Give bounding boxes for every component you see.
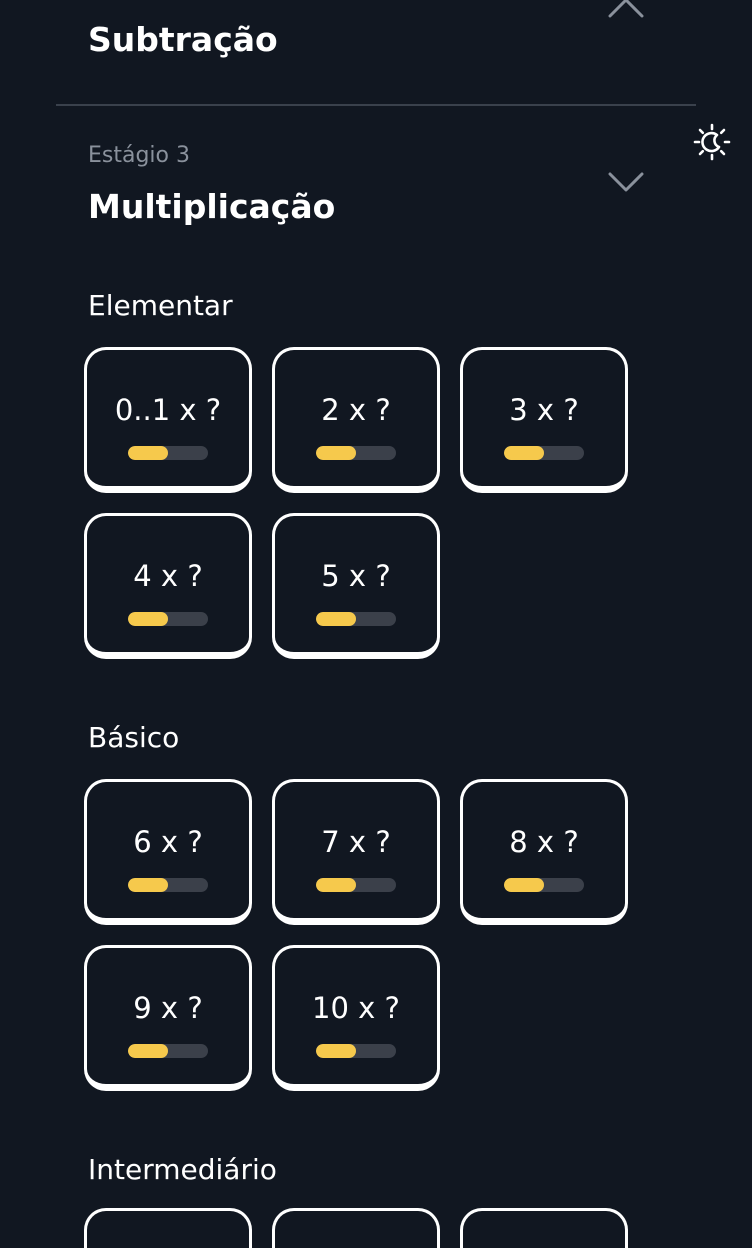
progress-fill	[504, 446, 544, 460]
card-grid-elementar: 0..1 x ? 2 x ? 3 x ? 4 x ? 5 x ?	[84, 347, 644, 659]
exercise-card[interactable]: 2 x ?	[272, 347, 440, 493]
card-label: 4 x ?	[133, 559, 203, 593]
card-label: 3 x ?	[509, 393, 579, 427]
exercise-card[interactable]: 6 x ?	[84, 779, 252, 925]
progress-fill	[128, 878, 168, 892]
progress-fill	[128, 446, 168, 460]
progress-bar	[128, 878, 208, 892]
progress-fill	[128, 612, 168, 626]
progress-bar	[316, 446, 396, 460]
progress-bar	[316, 1044, 396, 1058]
progress-fill	[504, 878, 544, 892]
exercise-card[interactable]	[460, 1208, 628, 1248]
card-label: 7 x ?	[321, 825, 391, 859]
chevron-up-icon[interactable]	[606, 0, 646, 20]
exercise-card[interactable]: 3 x ?	[460, 347, 628, 493]
card-label: 0..1 x ?	[114, 393, 222, 427]
card-label: 2 x ?	[321, 393, 391, 427]
exercise-card[interactable]: 7 x ?	[272, 779, 440, 925]
progress-fill	[128, 1044, 168, 1058]
progress-bar	[316, 612, 396, 626]
stage-label: Estágio 3	[88, 143, 190, 168]
card-grid-basico: 6 x ? 7 x ? 8 x ? 9 x ? 10 x ?	[84, 779, 644, 1091]
progress-fill	[316, 1044, 356, 1058]
exercise-card[interactable]	[272, 1208, 440, 1248]
section-title-elementar: Elementar	[88, 289, 233, 322]
previous-stage-title[interactable]: Subtração	[88, 20, 278, 59]
progress-fill	[316, 612, 356, 626]
exercise-card[interactable]: 4 x ?	[84, 513, 252, 659]
progress-fill	[316, 446, 356, 460]
progress-bar	[504, 446, 584, 460]
exercise-card[interactable]: 8 x ?	[460, 779, 628, 925]
card-label: 6 x ?	[133, 825, 203, 859]
section-title-intermediario: Intermediário	[88, 1153, 277, 1186]
theme-toggle-icon[interactable]	[692, 122, 732, 162]
card-label: 5 x ?	[321, 559, 391, 593]
exercise-card[interactable]	[84, 1208, 252, 1248]
chevron-down-icon[interactable]	[606, 166, 646, 196]
stage-title[interactable]: Multiplicação	[88, 187, 336, 226]
exercise-card[interactable]: 5 x ?	[272, 513, 440, 659]
progress-bar	[316, 878, 396, 892]
stage-divider	[56, 104, 696, 106]
exercise-card[interactable]: 9 x ?	[84, 945, 252, 1091]
section-title-basico: Básico	[88, 721, 180, 754]
progress-bar	[128, 612, 208, 626]
progress-bar	[504, 878, 584, 892]
progress-fill	[316, 878, 356, 892]
progress-bar	[128, 1044, 208, 1058]
exercise-card[interactable]: 0..1 x ?	[84, 347, 252, 493]
card-label: 10 x ?	[312, 991, 400, 1025]
card-label: 8 x ?	[509, 825, 579, 859]
card-label: 9 x ?	[133, 991, 203, 1025]
card-grid-intermediario	[84, 1208, 644, 1248]
exercise-card[interactable]: 10 x ?	[272, 945, 440, 1091]
progress-bar	[128, 446, 208, 460]
